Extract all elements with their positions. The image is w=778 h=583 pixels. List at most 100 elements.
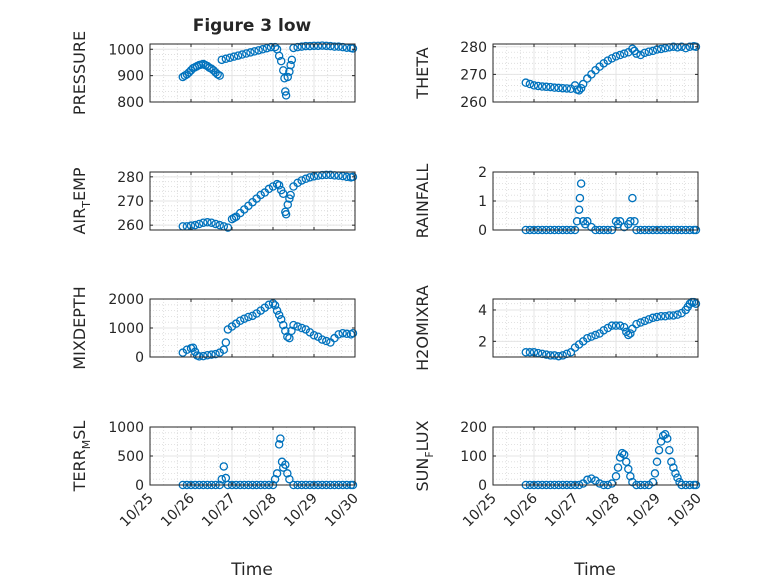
- data-point: [691, 42, 701, 52]
- data-point: [619, 322, 629, 332]
- data-point: [199, 351, 208, 361]
- data-point: [576, 83, 586, 93]
- data-point: [276, 56, 286, 66]
- data-point: [213, 70, 222, 79]
- y-axis-label-main: PRESSURE: [70, 31, 89, 115]
- data-point: [274, 51, 284, 61]
- y-axis-label: TERRMSL: [70, 421, 93, 493]
- data-point: [254, 46, 263, 55]
- data-point: [677, 42, 686, 52]
- data-point: [286, 60, 295, 70]
- axes-box: [492, 298, 699, 358]
- y-tick-label: 2: [478, 165, 487, 181]
- x-axis-label-right: Time: [573, 560, 616, 580]
- axes-theta: 260 270 280 THETA: [413, 40, 701, 111]
- data-point: [348, 328, 358, 338]
- data-point: [587, 332, 596, 341]
- data-point: [317, 335, 327, 344]
- data-point: [576, 179, 586, 188]
- axes-pressure: 800 900 1000 PRESSURE: [70, 31, 358, 115]
- data-point: [281, 91, 291, 100]
- plot-area: [493, 299, 698, 357]
- data-point: [287, 326, 296, 336]
- data-point: [669, 42, 678, 52]
- data-point: [250, 47, 259, 56]
- data-point: [613, 463, 623, 472]
- data-point: [194, 352, 204, 361]
- data-point: [628, 193, 637, 203]
- data-point: [587, 474, 596, 483]
- y-axis-label-main: H2OMIXRA: [413, 285, 432, 371]
- data-point: [219, 462, 229, 471]
- y-tick-label: 200: [460, 420, 487, 436]
- data-point: [338, 171, 347, 181]
- series-pressure: [178, 41, 358, 100]
- series-mixdepth: [178, 299, 358, 361]
- data-point: [630, 217, 639, 226]
- data-point: [558, 83, 567, 93]
- y-axis-label-main: RAINFALL: [413, 164, 432, 239]
- data-point: [615, 217, 625, 226]
- data-point: [615, 321, 625, 330]
- data-point: [281, 87, 290, 96]
- figure-title: Figure 3 low: [193, 16, 312, 36]
- data-point: [619, 49, 629, 58]
- data-point: [188, 343, 198, 352]
- data-point: [640, 316, 649, 326]
- data-point: [258, 45, 267, 54]
- plot-area: [493, 44, 698, 102]
- data-point: [283, 332, 292, 341]
- data-point: [624, 330, 633, 340]
- data-point: [203, 218, 212, 227]
- axes-rainfall: 0 1 2 RAINFALL: [413, 164, 701, 239]
- data-point: [235, 316, 245, 325]
- data-point: [281, 460, 290, 469]
- data-point: [648, 313, 658, 323]
- data-point: [326, 41, 335, 51]
- y-axis-label: SUNFLUX: [413, 420, 436, 491]
- data-point: [215, 71, 224, 80]
- data-point: [317, 41, 327, 50]
- data-point: [285, 474, 294, 484]
- data-point: [660, 311, 670, 321]
- y-axis-label-main: MIXDEPTH: [70, 286, 89, 369]
- data-point: [274, 440, 284, 449]
- data-point: [546, 82, 555, 92]
- data-point: [248, 311, 257, 321]
- data-point: [272, 469, 282, 478]
- data-point: [334, 330, 343, 339]
- y-tick-label: 500: [117, 449, 144, 465]
- data-point: [665, 445, 674, 455]
- data-point: [533, 81, 543, 91]
- data-point: [669, 311, 678, 320]
- data-point: [611, 321, 621, 330]
- data-point: [656, 311, 666, 321]
- data-point: [583, 333, 592, 343]
- data-point: [636, 50, 645, 60]
- y-tick-label: 0: [478, 478, 487, 494]
- data-point: [283, 469, 292, 478]
- data-point: [574, 205, 584, 214]
- data-point: [217, 474, 226, 484]
- y-tick-label: 280: [460, 40, 487, 56]
- data-point: [562, 84, 572, 93]
- data-point: [211, 349, 220, 359]
- data-point: [574, 86, 584, 95]
- data-point: [281, 210, 291, 219]
- data-point: [611, 472, 621, 481]
- data-point: [211, 219, 220, 229]
- data-point: [595, 479, 604, 488]
- data-point: [270, 301, 280, 310]
- data-point: [652, 312, 662, 322]
- data-point: [681, 43, 690, 53]
- y-axis-label: PRESSURE: [70, 31, 89, 115]
- data-point: [322, 170, 331, 180]
- axes-mixdepth: 0 1000 2000 MIXDEPTH: [70, 286, 358, 370]
- y-axis-label-rest: SL: [70, 421, 89, 440]
- data-point: [648, 46, 658, 56]
- y-axis-label: RAINFALL: [413, 164, 432, 239]
- y-tick-label: 0: [135, 350, 144, 366]
- y-tick-label: 2000: [108, 292, 144, 308]
